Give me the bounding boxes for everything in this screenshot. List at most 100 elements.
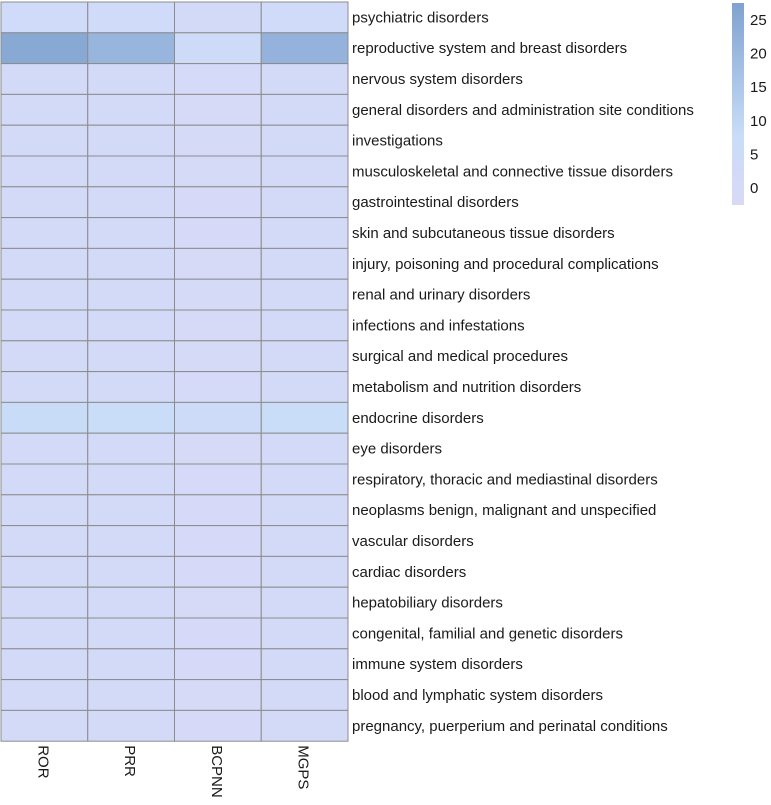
row-label: nervous system disorders <box>352 71 523 88</box>
heatmap-cell <box>260 63 349 95</box>
heatmap-cell <box>260 432 349 465</box>
heatmap-cell <box>174 679 262 711</box>
heatmap-cell <box>0 309 89 342</box>
heatmap-cell <box>87 124 175 157</box>
row-label: skin and subcutaneous tissue disorders <box>352 225 615 242</box>
heatmap-cell <box>87 217 175 249</box>
heatmap-cell <box>0 586 89 619</box>
heatmap-cell <box>260 709 349 742</box>
heatmap-cell <box>260 124 349 157</box>
colorbar-ticks: 0 5 10 15 20 25 <box>750 12 767 197</box>
heatmap-cell <box>260 617 349 650</box>
heatmap-cell <box>87 525 175 557</box>
row-label: musculoskeletal and connective tissue di… <box>352 163 673 180</box>
heatmap-cell <box>0 709 89 742</box>
heatmap-cell <box>0 494 89 527</box>
heatmap-cell <box>260 679 349 711</box>
heatmap-cell <box>0 32 89 65</box>
heatmap-cell <box>174 247 262 280</box>
heatmap-cell <box>0 124 89 157</box>
heatmap-cell <box>87 155 175 188</box>
heatmap-cell <box>87 586 175 619</box>
heatmap-cell <box>174 555 262 588</box>
heatmap-cell <box>0 401 89 434</box>
heatmap-cell <box>260 186 349 219</box>
row-label: investigations <box>352 133 443 150</box>
heatmap-cell <box>260 648 349 681</box>
heatmap-cell <box>87 247 175 280</box>
heatmap-cell <box>0 340 89 373</box>
heatmap-cells <box>0 1 349 742</box>
heatmap-cell <box>174 617 262 650</box>
heatmap-cell <box>87 617 175 650</box>
row-label: respiratory, thoracic and mediastinal di… <box>352 471 658 488</box>
row-label: surgical and medical procedures <box>352 348 568 365</box>
row-label: general disorders and administration sit… <box>352 102 694 119</box>
row-label: injury, poisoning and procedural complic… <box>352 256 659 273</box>
row-label: cardiac disorders <box>352 564 466 581</box>
colorbar-gradient <box>732 3 744 205</box>
heatmap-cell <box>174 155 262 188</box>
heatmap-cell <box>0 555 89 588</box>
column-label: BCPNN <box>208 745 225 798</box>
heatmap-cell <box>0 432 89 465</box>
heatmap-cell <box>87 309 175 342</box>
heatmap-cell <box>0 371 89 403</box>
heatmap-cell <box>174 709 262 742</box>
colorbar-tick-label: 25 <box>750 12 767 29</box>
heatmap-cell <box>260 278 349 311</box>
heatmap-cell <box>174 401 262 434</box>
heatmap-cell <box>174 32 262 65</box>
heatmap-cell <box>0 1 89 34</box>
heatmap-cell <box>260 371 349 403</box>
row-label: congenital, familial and genetic disorde… <box>352 625 623 642</box>
heatmap-cell <box>174 586 262 619</box>
heatmap-cell <box>260 1 349 34</box>
heatmap-cell <box>260 525 349 557</box>
row-label: neoplasms benign, malignant and unspecif… <box>352 502 656 519</box>
colorbar-legend: 0 5 10 15 20 25 <box>732 3 767 205</box>
heatmap-cell <box>174 525 262 557</box>
heatmap-cell <box>0 525 89 557</box>
row-label: metabolism and nutrition disorders <box>352 379 581 396</box>
heatmap-cell <box>260 247 349 280</box>
heatmap-cell <box>87 463 175 496</box>
heatmap-cell <box>0 278 89 311</box>
heatmap-cell <box>0 679 89 711</box>
heatmap-cell <box>174 648 262 681</box>
heatmap-cell <box>260 217 349 249</box>
heatmap-cell <box>0 247 89 280</box>
heatmap-cell <box>174 278 262 311</box>
heatmap-cell <box>174 309 262 342</box>
row-label: hepatobiliary disorders <box>352 595 503 612</box>
heatmap-cell <box>0 93 89 126</box>
column-labels: ROR PRR BCPNN MGPS <box>34 745 311 798</box>
heatmap-cell <box>87 1 175 34</box>
row-label: blood and lymphatic system disorders <box>352 687 603 704</box>
heatmap-cell <box>174 494 262 527</box>
heatmap-cell <box>174 463 262 496</box>
heatmap-cell <box>174 186 262 219</box>
heatmap-cell <box>260 463 349 496</box>
heatmap-cell <box>87 32 175 65</box>
heatmap-cell <box>174 371 262 403</box>
heatmap-cell <box>260 93 349 126</box>
heatmap-cell <box>87 555 175 588</box>
heatmap-cell <box>87 278 175 311</box>
heatmap-cell <box>260 32 349 65</box>
column-label: ROR <box>34 745 51 779</box>
row-label: immune system disorders <box>352 656 523 673</box>
heatmap-cell <box>174 340 262 373</box>
heatmap-cell <box>87 186 175 219</box>
heatmap-cell <box>87 432 175 465</box>
heatmap-cell <box>260 401 349 434</box>
row-label: endocrine disorders <box>352 410 484 427</box>
heatmap-cell <box>174 217 262 249</box>
heatmap-cell <box>174 432 262 465</box>
heatmap-cell <box>260 494 349 527</box>
row-label: eye disorders <box>352 441 442 458</box>
heatmap-cell <box>260 155 349 188</box>
heatmap-cell <box>0 186 89 219</box>
heatmap-cell <box>87 648 175 681</box>
